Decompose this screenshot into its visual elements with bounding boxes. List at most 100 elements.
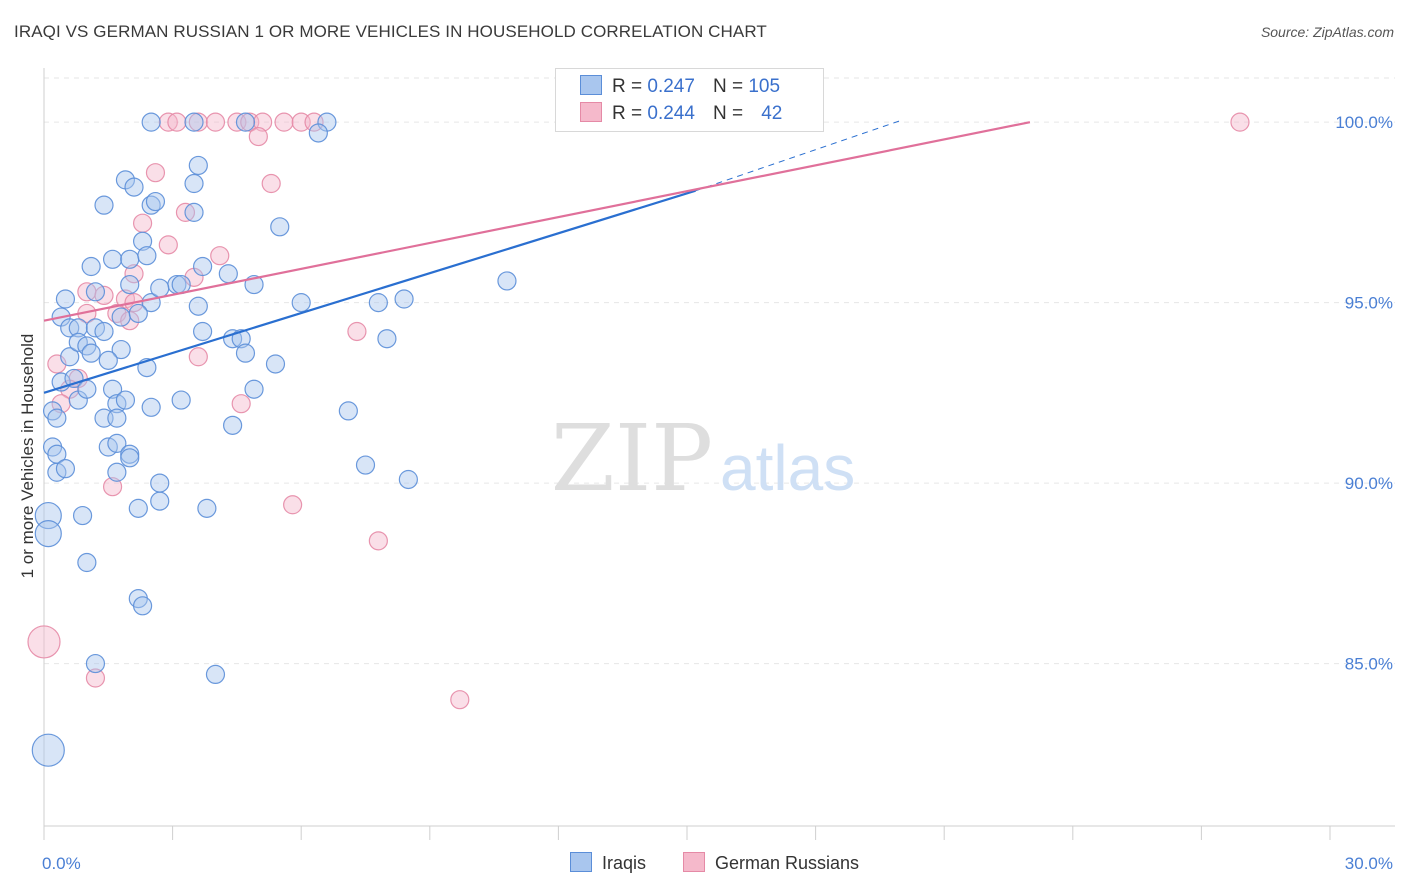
iraqis-point: [141, 397, 161, 417]
german-russians-point: [274, 112, 294, 132]
iraqis-point: [128, 303, 148, 324]
german-russians-point: [188, 112, 208, 132]
iraqis-point: [497, 271, 517, 291]
iraqis-point: [184, 173, 204, 194]
legend-n-label: N =: [712, 103, 744, 124]
iraqis-point: [111, 307, 131, 327]
iraqis-point: [308, 123, 328, 143]
iraqis-point: [107, 433, 127, 453]
iraqis-point: [188, 296, 208, 316]
iraqis-point: [120, 249, 140, 269]
german-russians-point: [283, 495, 303, 515]
bottom-legend-swatch-iraqis: [570, 852, 592, 872]
bottom-legend-label-german-russians: German Russians: [715, 853, 860, 873]
iraqis-point: [47, 408, 67, 428]
iraqis-point: [31, 733, 65, 767]
iraqis-point: [81, 343, 101, 363]
iraqis-point: [223, 415, 243, 435]
iraqis-point: [128, 498, 148, 518]
iraqis-point: [150, 278, 170, 298]
legend-n-label: N =: [712, 76, 744, 97]
legend-n-value: 42: [761, 103, 783, 124]
german-russians-point: [261, 173, 281, 194]
iraqis-point: [368, 293, 388, 313]
legend-row-iraqis: R = 0.247 N = 105: [580, 75, 780, 99]
iraqis-trend-extension: [695, 119, 902, 192]
iraqis-point: [145, 191, 166, 212]
legend-swatch-german-russians: [580, 102, 602, 122]
iraqis-point: [111, 339, 131, 360]
iraqis-point: [85, 282, 106, 302]
bottom-legend-swatch-german-russians: [683, 852, 705, 872]
german-russians-point: [27, 625, 61, 659]
german-russians-trend-line: [43, 121, 1031, 322]
correlation-legend: R = 0.247 N = 105 R = 0.244 N = 42: [555, 68, 824, 132]
german-russians-point: [368, 531, 388, 551]
iraqis-point: [193, 321, 213, 342]
iraqis-point: [218, 264, 238, 284]
iraqis-point: [150, 473, 170, 493]
german-russians-point: [253, 112, 273, 132]
german-russians-point: [248, 126, 268, 147]
source-credit: Source: ZipAtlas.com: [1260, 24, 1394, 40]
iraqis-point: [150, 491, 170, 511]
iraqis-point: [244, 379, 264, 399]
iraqis-point: [77, 379, 97, 399]
iraqis-point: [265, 354, 286, 374]
iraqis-point: [124, 177, 144, 197]
iraqis-point: [55, 459, 76, 479]
iraqis-point: [235, 343, 256, 363]
watermark-atlas: atlas: [720, 432, 855, 504]
iraqis-point: [60, 347, 80, 367]
bottom-legend-german-russians: German Russians: [683, 852, 859, 874]
tick-labels: 85.0% 90.0% 95.0% 100.0% 0.0% 30.0%: [42, 113, 1393, 873]
y-tick-label: 90.0%: [1345, 474, 1393, 493]
bottom-legend-label-iraqis: Iraqis: [602, 853, 647, 873]
grid-lines: [44, 77, 1395, 665]
legend-row-german-russians: R = 0.244 N = 42: [580, 102, 782, 126]
legend-r-label: R =: [612, 103, 643, 124]
iraqis-point: [184, 112, 204, 132]
iraqis-point: [77, 552, 97, 573]
iraqis-point: [68, 318, 88, 338]
german-russians-point: [450, 690, 470, 710]
x-tick-label-max: 30.0%: [1345, 854, 1393, 873]
iraqis-point: [141, 112, 161, 132]
iraqis-point: [355, 455, 376, 475]
german-russians-point: [124, 264, 144, 284]
bottom-legend-iraqis: Iraqis: [570, 852, 646, 874]
iraqis-point: [115, 390, 136, 410]
iraqis-point: [291, 293, 311, 313]
iraqis-point: [193, 256, 213, 277]
y-tick-label: 100.0%: [1335, 113, 1393, 132]
watermark-zip: ZIP: [551, 405, 713, 512]
german-russians-point: [85, 668, 106, 688]
y-tick-label: 95.0%: [1345, 294, 1393, 313]
iraqis-point: [171, 390, 191, 410]
iraqis-point: [132, 596, 153, 616]
german-russians-point: [210, 246, 230, 266]
iraqis-point: [394, 289, 414, 309]
iraqis-point: [34, 520, 62, 548]
german-russians-point: [205, 112, 226, 132]
german-russians-point: [1230, 112, 1250, 132]
iraqis-point: [188, 155, 208, 176]
german-russians-point: [102, 477, 123, 497]
german-russians-point: [347, 321, 367, 342]
iraqis-trend-line: [43, 189, 696, 394]
iraqis-point: [107, 408, 127, 428]
iraqis-point: [398, 469, 418, 490]
iraqis-point: [235, 112, 256, 132]
x-tick-label-min: 0.0%: [42, 854, 81, 873]
german-russians-point: [145, 163, 166, 183]
iraqis-point: [120, 274, 140, 295]
iraqis-point: [94, 321, 114, 342]
iraqis-point: [102, 249, 123, 269]
y-tick-label: 85.0%: [1345, 655, 1393, 674]
german-russians-point: [188, 347, 208, 367]
iraqis-point: [107, 462, 127, 482]
legend-r-value: 0.244: [647, 103, 695, 124]
iraqis-point: [184, 202, 204, 222]
iraqis-point: [55, 289, 76, 309]
iraqis-point: [98, 350, 118, 370]
